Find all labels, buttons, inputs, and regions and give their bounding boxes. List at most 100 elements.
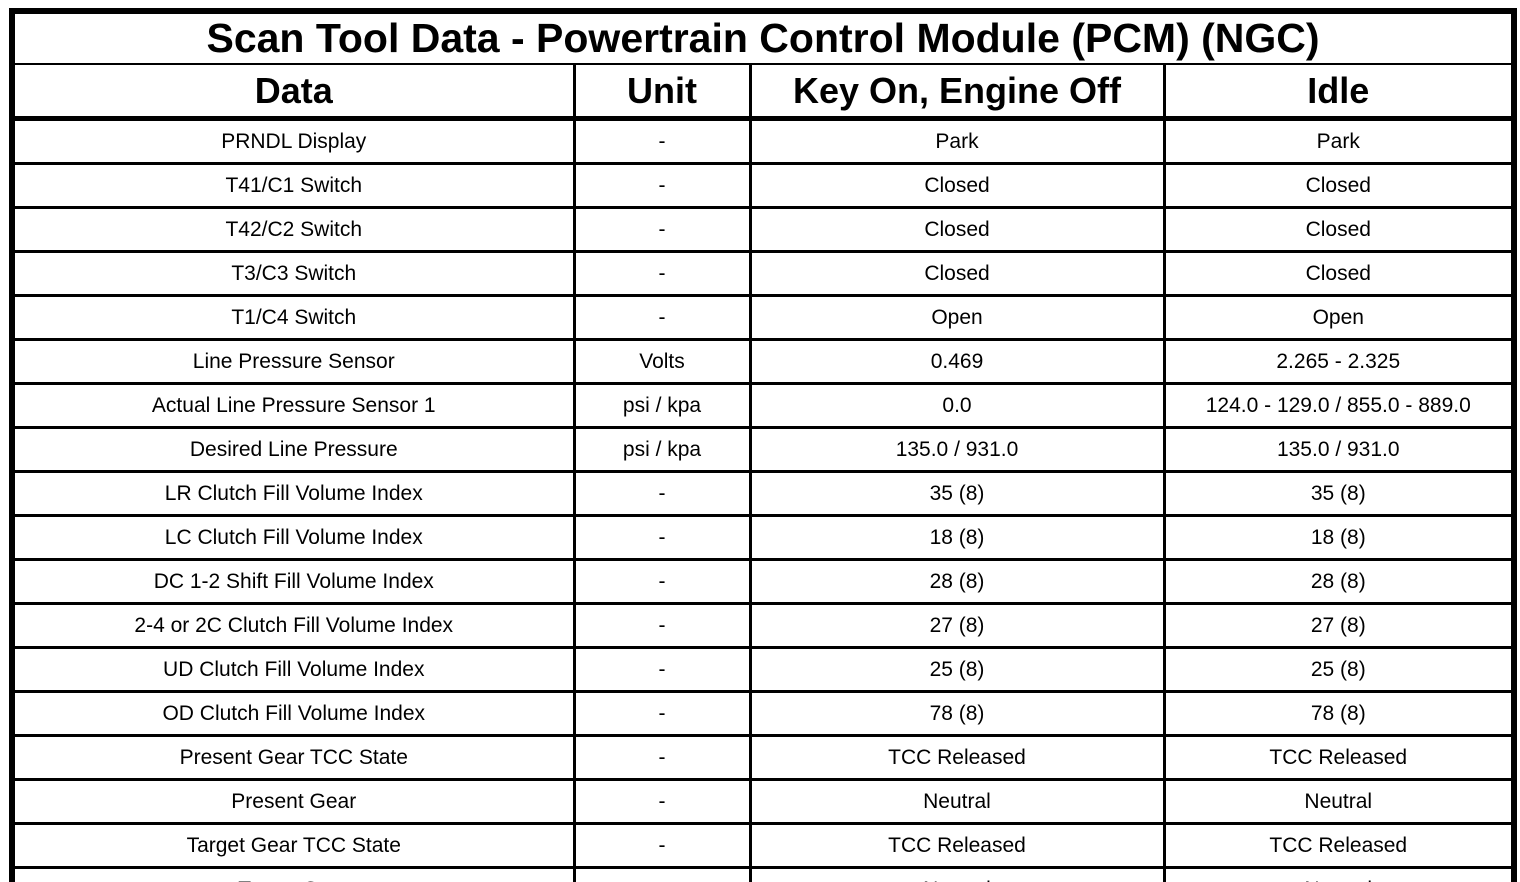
cell-idle: Open: [1162, 294, 1516, 341]
table-row: Present Gear - Neutral Neutral: [10, 778, 1516, 825]
table-row: LR Clutch Fill Volume Index - 35 (8) 35 …: [10, 470, 1516, 517]
cell-data-label: Present Gear: [10, 778, 576, 825]
cell-unit: -: [572, 734, 752, 781]
cell-unit: -: [572, 470, 752, 517]
cell-idle: Closed: [1162, 162, 1516, 209]
table-row: Present Gear TCC State - TCC Released TC…: [10, 734, 1516, 781]
cell-data-label: DC 1-2 Shift Fill Volume Index: [10, 558, 576, 605]
cell-idle: Neutral: [1162, 866, 1516, 882]
cell-key-on-engine-off: 78 (8): [748, 690, 1166, 737]
column-header-unit: Unit: [572, 63, 752, 121]
cell-key-on-engine-off: TCC Released: [748, 822, 1166, 869]
column-header-key-on-engine-off: Key On, Engine Off: [748, 63, 1166, 121]
table-header-row: Data Unit Key On, Engine Off Idle: [10, 63, 1516, 121]
cell-unit: -: [572, 690, 752, 737]
table-row: PRNDL Display - Park Park: [10, 116, 1516, 165]
cell-idle: 135.0 / 931.0: [1162, 426, 1516, 473]
cell-unit: Volts: [572, 338, 752, 385]
table-row: UD Clutch Fill Volume Index - 25 (8) 25 …: [10, 646, 1516, 693]
cell-unit: -: [572, 778, 752, 825]
table-row: DC 1-2 Shift Fill Volume Index - 28 (8) …: [10, 558, 1516, 605]
table-row: Desired Line Pressure psi / kpa 135.0 / …: [10, 426, 1516, 473]
table-title-row: Scan Tool Data - Powertrain Control Modu…: [10, 9, 1516, 65]
cell-idle: Closed: [1162, 206, 1516, 253]
cell-data-label: UD Clutch Fill Volume Index: [10, 646, 576, 693]
cell-idle: TCC Released: [1162, 734, 1516, 781]
cell-idle: Closed: [1162, 250, 1516, 297]
table-row: Actual Line Pressure Sensor 1 psi / kpa …: [10, 382, 1516, 429]
cell-key-on-engine-off: 25 (8): [748, 646, 1166, 693]
cell-idle: Neutral: [1162, 778, 1516, 825]
table-row: T41/C1 Switch - Closed Closed: [10, 162, 1516, 209]
cell-key-on-engine-off: Closed: [748, 162, 1166, 209]
cell-key-on-engine-off: 28 (8): [748, 558, 1166, 605]
cell-unit: -: [572, 514, 752, 561]
cell-idle: 28 (8): [1162, 558, 1516, 605]
cell-data-label: T42/C2 Switch: [10, 206, 576, 253]
cell-data-label: T41/C1 Switch: [10, 162, 576, 209]
cell-unit: -: [572, 250, 752, 297]
cell-key-on-engine-off: Neutral: [748, 778, 1166, 825]
cell-unit: -: [572, 822, 752, 869]
cell-key-on-engine-off: Open: [748, 294, 1166, 341]
cell-unit: -: [572, 294, 752, 341]
cell-data-label: Desired Line Pressure: [10, 426, 576, 473]
table-row: T1/C4 Switch - Open Open: [10, 294, 1516, 341]
cell-idle: 2.265 - 2.325: [1162, 338, 1516, 385]
cell-data-label: LR Clutch Fill Volume Index: [10, 470, 576, 517]
table-row: OD Clutch Fill Volume Index - 78 (8) 78 …: [10, 690, 1516, 737]
cell-key-on-engine-off: Park: [748, 116, 1166, 165]
column-header-idle: Idle: [1162, 63, 1516, 121]
table-row: Target Gear TCC State - TCC Released TCC…: [10, 822, 1516, 869]
cell-data-label: T1/C4 Switch: [10, 294, 576, 341]
cell-data-label: Line Pressure Sensor: [10, 338, 576, 385]
cell-key-on-engine-off: 35 (8): [748, 470, 1166, 517]
cell-data-label: Target Gear: [10, 866, 576, 882]
table-row: Line Pressure Sensor Volts 0.469 2.265 -…: [10, 338, 1516, 385]
cell-idle: TCC Released: [1162, 822, 1516, 869]
cell-idle: Park: [1162, 116, 1516, 165]
cell-data-label: Present Gear TCC State: [10, 734, 576, 781]
cell-key-on-engine-off: 27 (8): [748, 602, 1166, 649]
cell-data-label: PRNDL Display: [10, 116, 576, 165]
table-row: Target Gear - Neutral Neutral: [10, 866, 1516, 882]
cell-unit: -: [572, 116, 752, 165]
cell-key-on-engine-off: Closed: [748, 206, 1166, 253]
cell-idle: 25 (8): [1162, 646, 1516, 693]
cell-data-label: T3/C3 Switch: [10, 250, 576, 297]
cell-unit: -: [572, 602, 752, 649]
cell-unit: -: [572, 162, 752, 209]
table-row: T42/C2 Switch - Closed Closed: [10, 206, 1516, 253]
cell-key-on-engine-off: TCC Released: [748, 734, 1166, 781]
cell-key-on-engine-off: 18 (8): [748, 514, 1166, 561]
cell-data-label: OD Clutch Fill Volume Index: [10, 690, 576, 737]
cell-key-on-engine-off: Neutral: [748, 866, 1166, 882]
cell-key-on-engine-off: 0.469: [748, 338, 1166, 385]
table-title: Scan Tool Data - Powertrain Control Modu…: [10, 9, 1516, 65]
cell-idle: 27 (8): [1162, 602, 1516, 649]
column-header-data: Data: [10, 63, 576, 121]
cell-unit: -: [572, 646, 752, 693]
table-row: T3/C3 Switch - Closed Closed: [10, 250, 1516, 297]
cell-data-label: Target Gear TCC State: [10, 822, 576, 869]
cell-unit: psi / kpa: [572, 382, 752, 429]
table-row: 2-4 or 2C Clutch Fill Volume Index - 27 …: [10, 602, 1516, 649]
cell-unit: -: [572, 206, 752, 253]
cell-unit: psi / kpa: [572, 426, 752, 473]
cell-data-label: 2-4 or 2C Clutch Fill Volume Index: [10, 602, 576, 649]
cell-key-on-engine-off: 135.0 / 931.0: [748, 426, 1166, 473]
cell-idle: 78 (8): [1162, 690, 1516, 737]
cell-data-label: Actual Line Pressure Sensor 1: [10, 382, 576, 429]
cell-data-label: LC Clutch Fill Volume Index: [10, 514, 576, 561]
scan-tool-data-table: Scan Tool Data - Powertrain Control Modu…: [9, 8, 1518, 882]
cell-idle: 124.0 - 129.0 / 855.0 - 889.0: [1162, 382, 1516, 429]
cell-key-on-engine-off: Closed: [748, 250, 1166, 297]
table-body: PRNDL Display - Park Park T41/C1 Switch …: [10, 116, 1516, 882]
cell-key-on-engine-off: 0.0: [748, 382, 1166, 429]
cell-unit: -: [572, 866, 752, 882]
cell-idle: 18 (8): [1162, 514, 1516, 561]
cell-idle: 35 (8): [1162, 470, 1516, 517]
cell-unit: -: [572, 558, 752, 605]
table-row: LC Clutch Fill Volume Index - 18 (8) 18 …: [10, 514, 1516, 561]
